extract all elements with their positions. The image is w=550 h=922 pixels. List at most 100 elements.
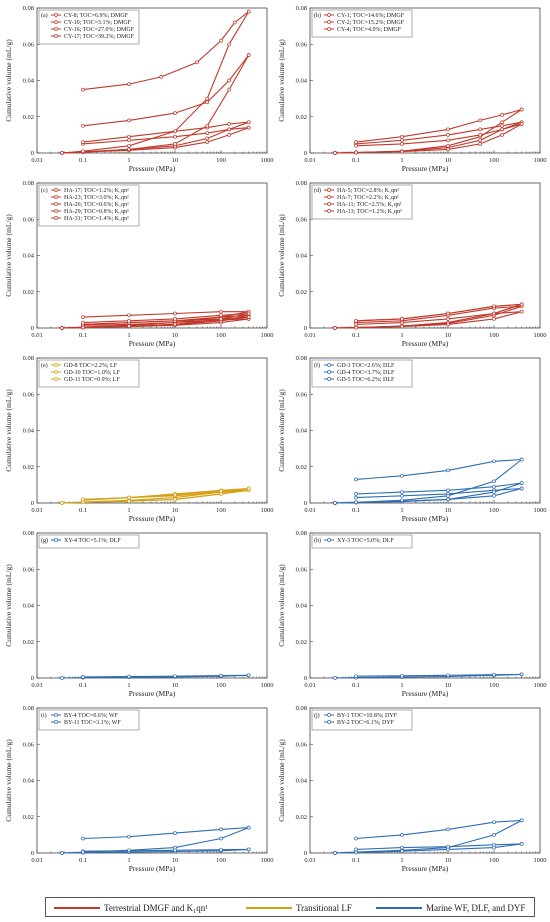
data-point xyxy=(127,834,131,839)
data-point xyxy=(492,842,496,847)
data-point xyxy=(173,134,177,139)
legend-swatch-terrestrial xyxy=(54,907,100,909)
data-point xyxy=(219,317,223,321)
data-point xyxy=(354,140,358,144)
y-tick-label: 0.06 xyxy=(296,216,308,223)
data-point xyxy=(446,311,450,316)
data-point xyxy=(127,495,131,500)
y-tick-label: 0.04 xyxy=(296,78,308,85)
y-tick-label: 0.04 xyxy=(296,603,308,610)
y-tick-label: 0.04 xyxy=(23,428,35,435)
data-point xyxy=(127,324,131,329)
chart-grid: 0.01 0.1 1 10 100 1000 0 0.02 0.04 0.06 0.08 Pressu… xyxy=(4,5,547,873)
x-tick-label: 0.1 xyxy=(79,857,87,864)
legend-label: GD-1 TOC=2.6%; DLF xyxy=(337,363,395,369)
x-tick-label: 100 xyxy=(489,157,499,164)
x-tick-label: 100 xyxy=(216,157,226,164)
x-tick-label: 10 xyxy=(172,857,179,864)
data-point xyxy=(478,138,483,143)
data-point xyxy=(246,825,251,830)
legend-swatch-marine xyxy=(376,907,422,909)
data-point xyxy=(219,309,223,314)
data-point xyxy=(500,113,504,117)
data-point xyxy=(219,673,223,678)
data-point xyxy=(446,493,450,498)
panel-g: 0.01 0.1 1 10 100 1000 0 0.02 0.04 0.06 0.08 Pressu… xyxy=(4,530,274,698)
legend-marker xyxy=(327,27,331,31)
y-tick-label: 0.08 xyxy=(296,5,307,12)
legend-marker xyxy=(327,188,331,192)
data-point xyxy=(478,133,483,137)
data-point xyxy=(232,20,237,25)
x-axis-label: Pressure (MPa) xyxy=(129,689,176,698)
data-point xyxy=(205,123,210,128)
x-tick-label: 10 xyxy=(445,857,452,864)
data-point xyxy=(173,674,177,679)
y-axis-label: Cumulative volume (mL/g) xyxy=(277,564,286,647)
legend-marker xyxy=(327,538,331,542)
data-point xyxy=(400,493,404,498)
data-point xyxy=(400,134,404,139)
data-point xyxy=(219,489,223,494)
data-point xyxy=(446,488,450,493)
legend-label: CY-16; TOC=27.0%; DMGF xyxy=(64,27,135,33)
data-point xyxy=(81,850,85,855)
data-point xyxy=(492,317,496,321)
data-point xyxy=(127,138,131,143)
x-tick-label: 1000 xyxy=(261,157,274,164)
y-tick-label: 0.08 xyxy=(296,355,307,362)
panel-e: 0.01 0.1 1 10 100 1000 0 0.02 0.04 0.06 0.08 Pressu… xyxy=(4,355,274,523)
series-extrusion-line xyxy=(355,108,522,143)
y-tick-label: 0.08 xyxy=(23,705,34,712)
data-point xyxy=(500,123,504,128)
y-axis-label: Cumulative volume (mL/g) xyxy=(277,739,286,822)
legend-marker xyxy=(327,720,331,724)
legend-marker xyxy=(54,720,58,724)
legend-marker xyxy=(54,20,58,24)
legend-marker xyxy=(327,363,331,367)
data-point xyxy=(81,87,85,92)
data-point xyxy=(333,151,337,155)
y-tick-label: 0.08 xyxy=(296,180,307,187)
y-tick-label: 0.06 xyxy=(296,741,308,748)
data-point xyxy=(446,497,450,502)
legend-marker xyxy=(54,13,58,17)
data-point xyxy=(173,142,177,146)
y-tick-label: 0.02 xyxy=(296,114,307,121)
data-point xyxy=(246,53,251,57)
plot-frame xyxy=(309,532,541,679)
legend-label: BY-11 TOC=3.1%; WF xyxy=(64,720,121,726)
y-tick-label: 0 xyxy=(304,150,307,157)
legend-label: BY-2 TOC=6.1%; DYF xyxy=(337,720,395,726)
panel-letter: (f) xyxy=(314,362,320,369)
x-axis-label: Pressure (MPa) xyxy=(402,689,449,698)
data-point xyxy=(400,849,404,854)
x-tick-label: 1 xyxy=(400,682,403,689)
data-point xyxy=(81,140,85,144)
y-tick-label: 0.04 xyxy=(23,778,35,785)
data-point xyxy=(127,143,131,148)
data-point xyxy=(492,820,496,825)
data-point xyxy=(205,100,210,105)
data-point xyxy=(60,501,64,505)
panel-letter: (a) xyxy=(41,12,48,19)
data-point xyxy=(227,122,231,126)
x-axis-label: Pressure (MPa) xyxy=(402,339,449,348)
series-intrusion-line xyxy=(61,127,249,154)
x-tick-label: 1 xyxy=(127,332,130,339)
x-tick-label: 0.01 xyxy=(31,682,42,689)
legend-marker xyxy=(54,377,58,381)
x-tick-label: 0.1 xyxy=(79,332,87,339)
legend-marker xyxy=(327,195,331,199)
legend-marker xyxy=(54,188,58,192)
x-axis-label: Pressure (MPa) xyxy=(129,864,176,873)
data-point xyxy=(446,844,450,849)
x-tick-label: 100 xyxy=(216,507,226,514)
x-tick-label: 100 xyxy=(216,857,226,864)
data-point xyxy=(519,122,524,126)
data-point xyxy=(81,497,85,502)
series-extrusion-line xyxy=(82,674,249,678)
data-point xyxy=(492,459,496,464)
panel-f: 0.01 0.1 1 10 100 1000 0 0.02 0.04 0.06 0.08 Pressu… xyxy=(277,355,547,523)
x-tick-label: 1 xyxy=(400,332,403,339)
